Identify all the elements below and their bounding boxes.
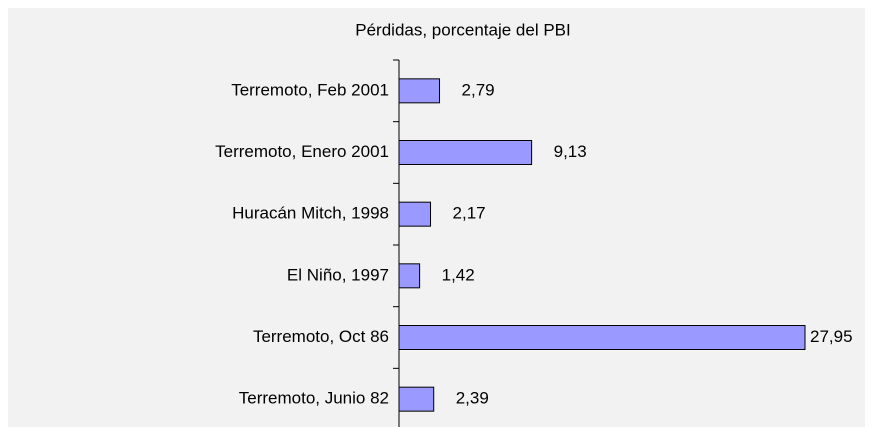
bar bbox=[398, 263, 421, 289]
plot-background bbox=[8, 8, 865, 427]
category-label: Terremoto, Feb 2001 bbox=[231, 80, 389, 99]
chart-title: Pérdidas, porcentaje del PBI bbox=[355, 20, 570, 39]
category-label: Huracán Mitch, 1998 bbox=[232, 204, 389, 223]
data-label: 1,42 bbox=[442, 265, 475, 284]
category-label: Terremoto, Oct 86 bbox=[253, 327, 389, 346]
category-label: Terremoto, Enero 2001 bbox=[215, 142, 389, 161]
data-label: 27,95 bbox=[810, 327, 853, 346]
bar bbox=[398, 386, 435, 412]
category-label: Terremoto, Junio 82 bbox=[239, 389, 389, 408]
bar bbox=[398, 78, 441, 104]
data-label: 2,17 bbox=[453, 204, 486, 223]
data-label: 2,39 bbox=[456, 389, 489, 408]
data-label: 2,79 bbox=[462, 80, 495, 99]
data-label: 9,13 bbox=[554, 142, 587, 161]
category-label: El Niño, 1997 bbox=[287, 265, 389, 284]
bar bbox=[398, 325, 806, 350]
bar bbox=[398, 201, 432, 227]
bar bbox=[398, 140, 533, 165]
